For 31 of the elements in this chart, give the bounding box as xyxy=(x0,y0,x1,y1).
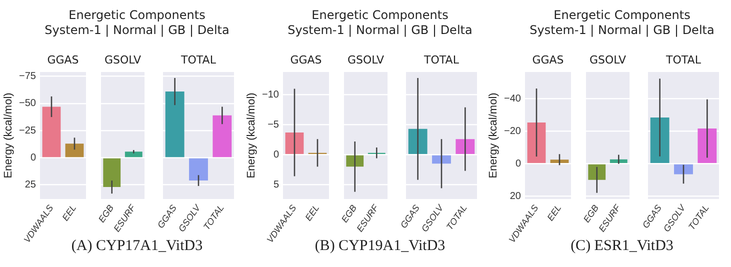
y-tick-label: −5 xyxy=(268,119,280,130)
y-tick-label: 0 xyxy=(515,158,522,170)
y-axis-title: Energy (kcal/mol) xyxy=(2,92,15,178)
chart-subtitle: GSOLV xyxy=(347,53,385,66)
y-axis-title: Energy (kcal/mol) xyxy=(246,92,258,178)
chart-subtitle: TOTAL xyxy=(180,53,217,66)
chart-subtitle: GGAS xyxy=(532,53,564,66)
chart-subtitle: TOTAL xyxy=(665,53,702,66)
y-tick-label: −40 xyxy=(504,94,522,105)
y-tick-label: −25 xyxy=(19,125,36,136)
chart-subtitle: GGAS xyxy=(290,53,322,66)
y-tick-label: −50 xyxy=(19,98,36,110)
y-tick-label: −20 xyxy=(504,126,522,138)
chart-subtitle: GGAS xyxy=(47,53,79,66)
y-tick-label: −10 xyxy=(262,90,280,101)
text: Energetic Components System-1 | Normal | GB | Delta xyxy=(44,8,230,38)
text: (B) CYP19A1_VitD3 xyxy=(314,238,446,254)
y-tick-label: 5 xyxy=(273,179,280,190)
chart-subtitle: TOTAL xyxy=(423,53,460,66)
text: Energetic Components System-1 | Normal | GB | Delta xyxy=(528,8,716,38)
y-tick-label: 20 xyxy=(510,190,522,202)
chart-subtitle: GSOLV xyxy=(104,53,142,66)
text: Energetic Components System-1 | Normal | GB | Delta xyxy=(286,8,474,38)
y-tick-label: 0 xyxy=(30,152,36,164)
text: (C) ESR1_VitD3 xyxy=(570,238,674,254)
text: (A) CYP17A1_VitD3 xyxy=(71,238,203,254)
y-tick-label: 0 xyxy=(273,149,280,160)
y-tick-label: 25 xyxy=(24,180,36,191)
y-tick-label: −75 xyxy=(19,71,36,82)
chart-subtitle: GSOLV xyxy=(589,53,627,66)
y-axis-title: Energy (kcal/mol) xyxy=(488,92,500,178)
